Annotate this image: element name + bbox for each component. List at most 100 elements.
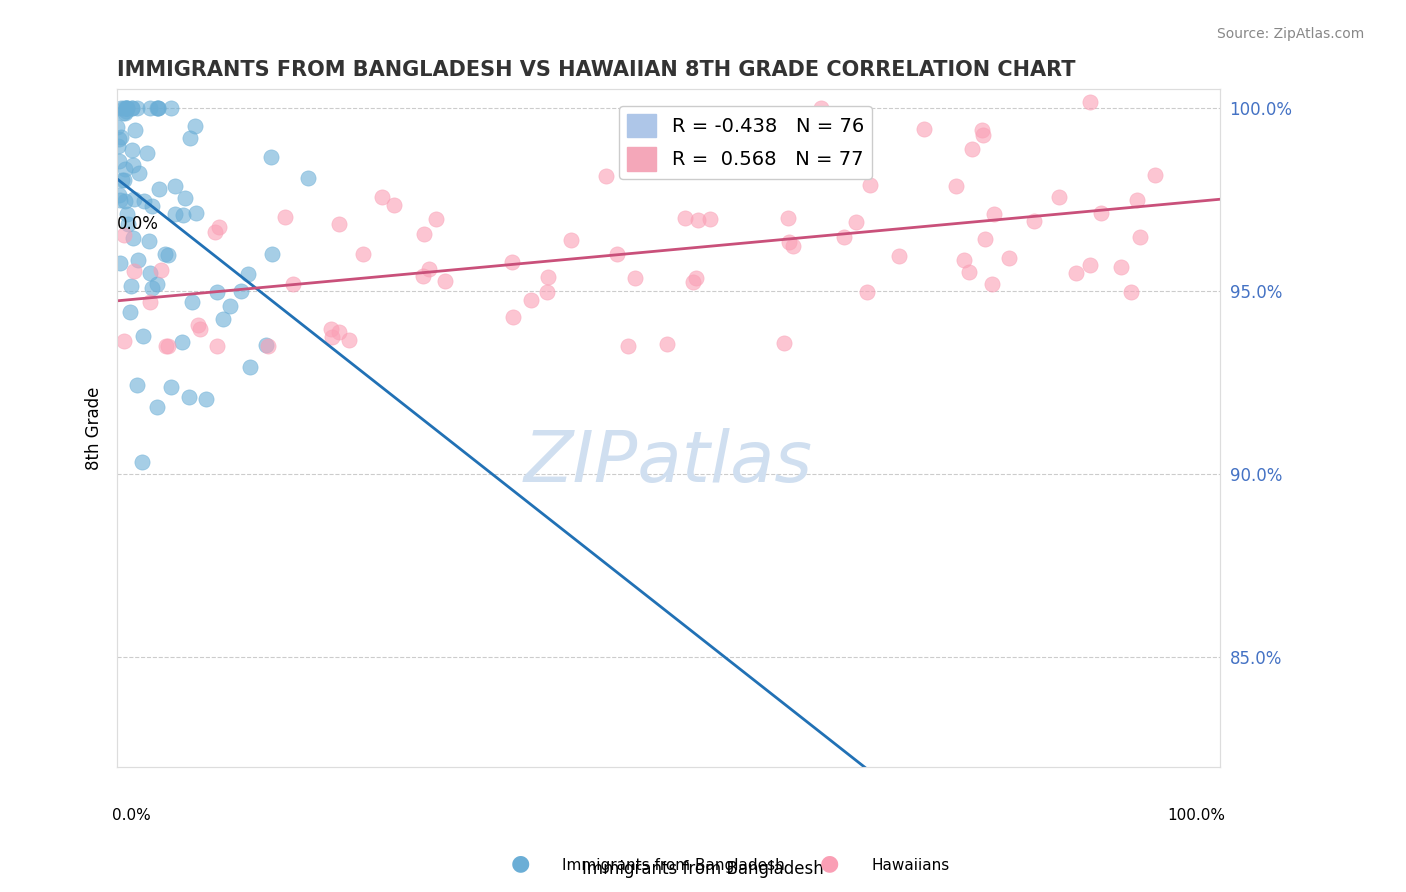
Point bbox=[108, 255, 131, 269]
Text: IMMIGRANTS FROM BANGLADESH VS HAWAIIAN 8TH GRADE CORRELATION CHART: IMMIGRANTS FROM BANGLADESH VS HAWAIIAN 8… bbox=[117, 60, 1076, 79]
Point bbox=[117, 217, 139, 231]
Text: 0.0%: 0.0% bbox=[111, 808, 150, 823]
Point bbox=[139, 295, 162, 310]
Point bbox=[139, 101, 162, 115]
Point bbox=[686, 212, 709, 227]
Point bbox=[433, 274, 456, 288]
Point bbox=[138, 266, 160, 280]
Point bbox=[157, 248, 180, 262]
Point bbox=[149, 262, 172, 277]
Point bbox=[624, 271, 647, 285]
Point bbox=[1126, 193, 1149, 207]
Point bbox=[146, 101, 169, 115]
Point bbox=[856, 285, 879, 299]
Legend: R = -0.438   N = 76, R =  0.568   N = 77: R = -0.438 N = 76, R = 0.568 N = 77 bbox=[620, 106, 872, 178]
Point bbox=[655, 337, 678, 351]
Point bbox=[912, 122, 935, 136]
Point bbox=[108, 193, 131, 207]
Point bbox=[146, 101, 169, 115]
Point bbox=[1047, 190, 1070, 204]
Point bbox=[127, 252, 149, 267]
Point bbox=[111, 106, 134, 120]
Point bbox=[960, 143, 983, 157]
Point bbox=[845, 215, 868, 229]
Point bbox=[121, 101, 143, 115]
Point bbox=[699, 212, 721, 227]
Point bbox=[148, 101, 170, 115]
Point bbox=[1129, 229, 1152, 244]
Point bbox=[260, 247, 283, 261]
Point bbox=[257, 339, 280, 353]
Point bbox=[115, 103, 138, 118]
Point bbox=[1078, 95, 1101, 110]
Point bbox=[120, 279, 142, 293]
Point bbox=[970, 123, 993, 137]
Point bbox=[122, 264, 145, 278]
Text: ●: ● bbox=[510, 854, 530, 873]
Point bbox=[352, 246, 374, 260]
Point bbox=[254, 338, 277, 352]
Point bbox=[337, 334, 360, 348]
Point bbox=[115, 101, 138, 115]
Point bbox=[187, 318, 209, 332]
Text: Hawaiians: Hawaiians bbox=[872, 858, 950, 872]
Point bbox=[889, 249, 911, 263]
Point bbox=[128, 166, 150, 180]
Point bbox=[281, 277, 304, 291]
Point bbox=[114, 194, 136, 208]
Point bbox=[239, 359, 262, 374]
Point bbox=[141, 281, 163, 295]
Text: ZIPatlas: ZIPatlas bbox=[524, 428, 813, 497]
Point bbox=[177, 390, 200, 404]
Point bbox=[127, 378, 149, 392]
Point bbox=[115, 101, 138, 115]
Point bbox=[146, 277, 169, 292]
Point bbox=[212, 311, 235, 326]
Point bbox=[1078, 258, 1101, 272]
Point bbox=[782, 239, 804, 253]
Point bbox=[122, 231, 145, 245]
Point bbox=[107, 139, 129, 153]
Point bbox=[673, 211, 696, 226]
Point bbox=[218, 299, 240, 313]
Point bbox=[108, 154, 131, 169]
Point bbox=[122, 192, 145, 206]
Point bbox=[205, 339, 228, 353]
Point bbox=[112, 173, 135, 187]
Point bbox=[274, 211, 297, 225]
Point bbox=[1090, 206, 1112, 220]
Point bbox=[157, 339, 180, 353]
Point bbox=[160, 101, 183, 115]
Point bbox=[107, 120, 129, 134]
Point bbox=[859, 178, 882, 193]
Point bbox=[121, 101, 143, 115]
Text: 0.0%: 0.0% bbox=[117, 215, 159, 233]
Point bbox=[153, 247, 176, 261]
Point bbox=[260, 150, 283, 164]
Point bbox=[776, 211, 799, 226]
Point bbox=[297, 170, 319, 185]
Point bbox=[617, 339, 640, 353]
Point bbox=[112, 334, 135, 349]
Point bbox=[319, 322, 342, 336]
Point bbox=[328, 217, 350, 231]
Point bbox=[682, 275, 704, 289]
Point bbox=[115, 207, 138, 221]
Point bbox=[114, 106, 136, 120]
Point bbox=[382, 198, 405, 212]
Point bbox=[778, 235, 800, 249]
Point bbox=[120, 305, 142, 319]
Point bbox=[655, 151, 678, 165]
Point bbox=[998, 251, 1021, 265]
Point bbox=[972, 128, 994, 143]
Point bbox=[204, 225, 226, 239]
Point bbox=[1022, 214, 1045, 228]
Point bbox=[413, 227, 436, 241]
Point bbox=[418, 262, 440, 277]
Point bbox=[229, 284, 252, 298]
Point bbox=[1109, 260, 1132, 274]
Point bbox=[111, 173, 134, 187]
Point bbox=[945, 178, 967, 193]
Point bbox=[973, 232, 995, 246]
Point bbox=[141, 199, 163, 213]
